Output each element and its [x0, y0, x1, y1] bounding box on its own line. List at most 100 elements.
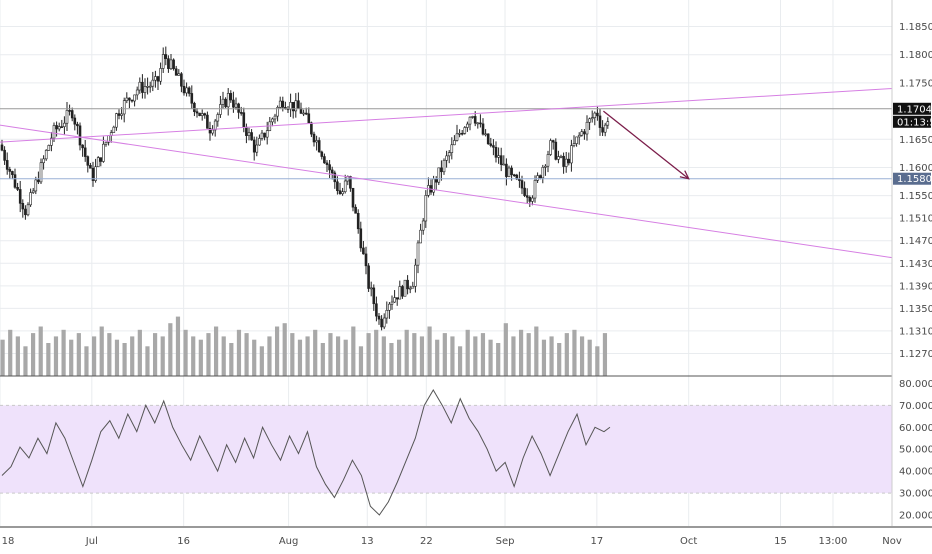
volume-bar [183, 329, 188, 376]
candle-body [557, 156, 560, 160]
candle-body [406, 279, 409, 290]
candle-body [216, 114, 220, 122]
volume-bar [145, 346, 150, 376]
candle-body [115, 113, 118, 128]
volume-bar [99, 326, 104, 376]
candle-body [302, 112, 305, 115]
candle-body [65, 110, 69, 124]
candle-body [5, 160, 9, 170]
candle-body [382, 317, 386, 328]
candle-body [193, 102, 196, 112]
candle-body [523, 187, 526, 196]
candlesticks [0, 46, 610, 331]
candle-body [398, 286, 402, 300]
candle-body [141, 81, 144, 93]
candle-body [445, 155, 448, 161]
candle-body [580, 131, 584, 136]
candle-body [442, 159, 446, 173]
volume-bar [381, 336, 386, 376]
candle-body [164, 54, 168, 59]
candle-body [596, 112, 599, 117]
price-tick-label: 1.18000 [899, 50, 932, 61]
candle-body [0, 144, 4, 151]
candle-body [63, 122, 66, 127]
time-tick-label: Oct [680, 536, 697, 547]
candle-body [258, 138, 261, 146]
volume-bar [8, 329, 13, 376]
candle-body [567, 158, 571, 164]
candle-body [18, 189, 22, 204]
candle-body [481, 123, 485, 135]
time-tick-label: 22 [420, 536, 433, 547]
candle-body [146, 86, 149, 88]
volume-bar [229, 343, 234, 376]
volume-bar [259, 346, 264, 376]
volume-bar [252, 339, 257, 376]
candle-body [307, 113, 311, 124]
candle-body [531, 197, 534, 202]
candle-body [245, 126, 248, 136]
candle-body [476, 122, 480, 125]
candle-body [221, 98, 225, 105]
candle-body [125, 97, 129, 101]
candle-body [50, 137, 53, 146]
volume-bar [30, 333, 36, 376]
candle-body [130, 99, 134, 102]
candle-body [554, 141, 558, 160]
candle-body [450, 144, 454, 153]
volume-bar [137, 329, 142, 376]
candle-body [562, 155, 565, 167]
time-tick-label: 18 [2, 536, 15, 547]
rsi-pane [0, 388, 892, 516]
volume-bar [46, 343, 51, 376]
volume-bar [313, 329, 318, 376]
candle-body [206, 114, 209, 129]
time-tick-label: 13:00 [819, 536, 848, 547]
candle-body [247, 132, 251, 136]
candle-body [380, 318, 383, 328]
candle-body [299, 107, 303, 114]
candle-body [169, 59, 173, 69]
candle-body [351, 187, 355, 208]
candle-body [195, 111, 199, 114]
candle-body [42, 158, 45, 164]
volume-bar [168, 323, 173, 376]
candle-body [606, 121, 610, 126]
volume-bar [23, 346, 28, 376]
candle-body [463, 127, 467, 134]
volume-bar [15, 336, 20, 376]
volume-bar [160, 336, 165, 376]
drawings[interactable] [0, 88, 893, 259]
volume-bar [442, 333, 447, 376]
candle-body [471, 116, 474, 118]
volume-bar [221, 336, 226, 376]
countdown-tag [893, 115, 931, 128]
candle-body [359, 228, 363, 249]
candle-body [601, 127, 604, 133]
candle-body [185, 87, 188, 94]
candle-body [544, 165, 547, 168]
candle-body [182, 85, 186, 94]
volume-bar [290, 333, 295, 376]
candle-body [273, 115, 277, 120]
volume-bar [358, 346, 364, 376]
candle-body [328, 164, 331, 171]
volume-bar [38, 326, 43, 376]
candle-body [395, 297, 399, 300]
volume-bar [122, 343, 127, 376]
candle-body [255, 144, 259, 153]
volume-bar [114, 339, 120, 376]
rsi-tick-label: 70.0000 [899, 401, 932, 412]
candle-body [271, 118, 274, 123]
volume-bar [213, 326, 219, 376]
time-tick-label: Sep [496, 536, 515, 547]
rsi-band [0, 405, 892, 494]
candle-body [520, 180, 524, 189]
candle-body [502, 163, 506, 166]
candle-body [94, 166, 97, 181]
candle-body [403, 279, 407, 297]
candle-body [489, 143, 493, 146]
volume-bar [206, 333, 211, 376]
